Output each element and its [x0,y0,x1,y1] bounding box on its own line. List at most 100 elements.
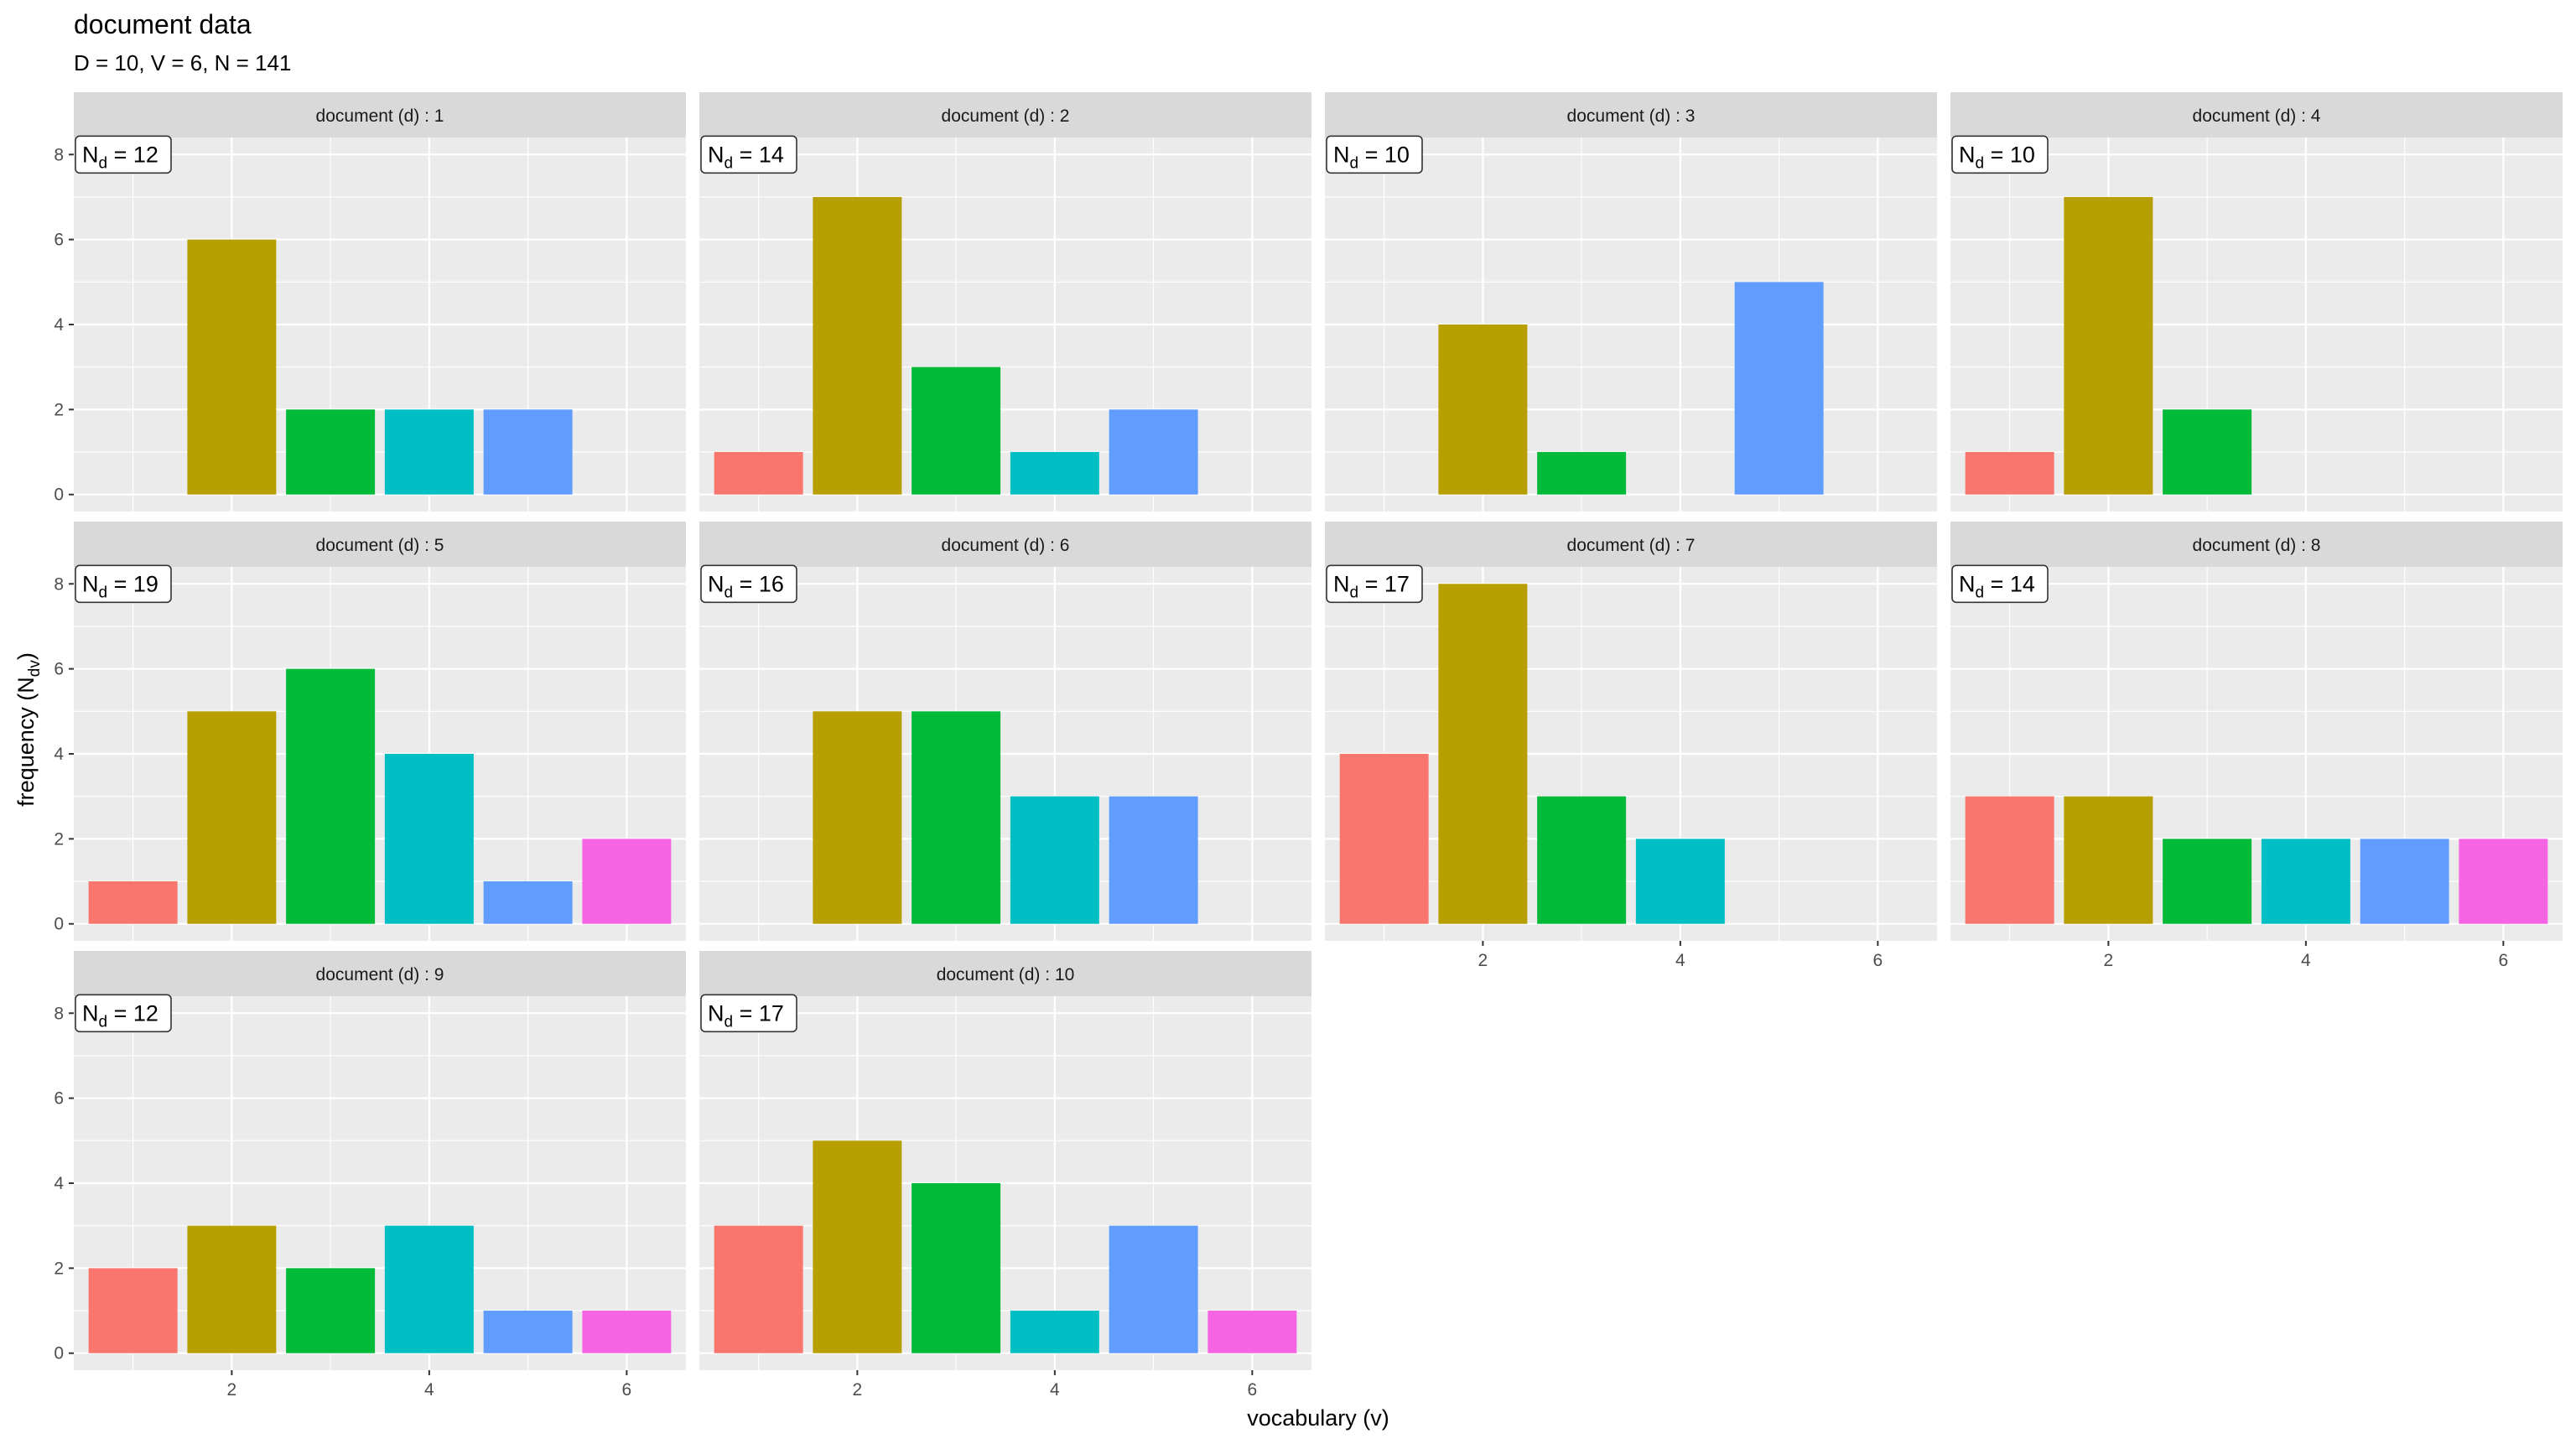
y-tick-label: 6 [54,660,64,679]
nd-label-subscript: d [1350,154,1359,172]
facet-strip [1950,522,2563,567]
bar-v4 [384,409,474,495]
bar-v3 [911,1183,1001,1353]
nd-label: Nd = 14 [1951,564,2049,604]
bar-v1 [714,452,803,495]
facet-panel-9: document (d) : 9 Nd = 12 0 2 4 6 8 2 4 6 [54,951,686,1400]
x-tick-label: 6 [1873,951,1883,970]
bar-v4 [1010,1311,1099,1353]
nd-label-n: N [708,571,724,596]
nd-label: Nd = 17 [700,994,797,1033]
y-axis-title-suffix: ) [13,652,39,660]
bar-v5 [1734,282,1824,495]
x-tick-label: 4 [1050,1380,1060,1400]
nd-label: Nd = 10 [1951,135,2049,174]
x-tick-label: 2 [2104,951,2114,970]
nd-label-n: N [1333,571,1350,596]
bar-v5 [483,881,573,924]
chart-subtitle: D = 10, V = 6, N = 141 [74,50,291,75]
x-tick-label: 2 [1478,951,1488,970]
facet-strip-label: document (d) : 10 [937,965,1075,984]
bar-v2 [813,196,902,495]
y-tick-label: 4 [54,1174,64,1193]
nd-label-box [1326,564,1423,604]
y-tick-label: 4 [54,745,64,764]
bar-v3 [2163,839,2252,924]
bar-v3 [2163,409,2252,495]
nd-label-text: Nd = 17 [1333,571,1410,601]
nd-label-subscript: d [1350,584,1359,601]
nd-label-value: = 17 [733,1000,784,1026]
nd-label-box [1951,135,2049,174]
bar-v5 [1109,1225,1198,1353]
nd-label-value: = 12 [107,142,158,167]
bar-v3 [1537,452,1627,495]
facet-panel-2: document (d) : 2 Nd = 14 [699,92,1311,512]
x-tick-label: 6 [2499,951,2509,970]
bar-v2 [813,1140,902,1353]
nd-label-value: = 12 [107,1000,158,1026]
facet-panel-3: document (d) : 3 Nd = 10 [1325,92,1937,512]
nd-label-box [700,564,797,604]
bar-v2 [187,239,277,495]
nd-label-box [1326,135,1423,174]
bar-v4 [384,1225,474,1353]
y-tick-label: 2 [54,829,64,849]
facet-strip-label: document (d) : 4 [2193,106,2321,126]
bar-v1 [1339,754,1429,924]
bar-v3 [286,668,376,924]
nd-label-subscript: d [1976,584,1985,601]
y-tick-label: 8 [54,1004,64,1023]
x-tick-label: 6 [622,1380,632,1400]
bar-v4 [1010,796,1099,924]
facet-strip-label: document (d) : 9 [316,965,444,984]
bar-v5 [483,1311,573,1353]
y-tick-label: 6 [54,1089,64,1109]
bar-v4 [2261,839,2350,924]
bar-v3 [911,711,1001,924]
nd-label-value: = 16 [733,571,784,596]
nd-label-text: Nd = 19 [82,571,158,601]
facet-panel-7: document (d) : 7 Nd = 17 2 4 6 [1325,522,1937,970]
nd-label-n: N [1333,142,1350,167]
nd-label-box [75,135,172,174]
bar-v3 [1537,796,1627,924]
nd-label-box [75,564,172,604]
nd-label-subscript: d [99,1013,108,1031]
y-tick-label: 0 [54,486,64,505]
nd-label-n: N [708,142,724,167]
bar-v6 [1208,1311,1297,1353]
bar-v2 [813,711,902,924]
y-axis-title: frequency (Ndv) [13,652,44,807]
nd-label-subscript: d [724,584,734,601]
facet-strip [74,522,686,567]
nd-label-n: N [708,1000,724,1026]
nd-label-text: Nd = 14 [708,142,784,172]
bar-v1 [88,881,178,924]
facet-strip-label: document (d) : 7 [1567,536,1696,555]
nd-label-n: N [82,571,99,596]
nd-label-value: = 17 [1358,571,1410,596]
y-tick-label: 6 [54,231,64,250]
y-tick-label: 2 [54,1259,64,1278]
nd-label-box [75,994,172,1033]
y-tick-label: 8 [54,574,64,594]
bar-v2 [1438,325,1528,495]
bar-v1 [714,1225,803,1353]
facet-strip [699,92,1311,138]
bar-v5 [1109,796,1198,924]
y-tick-label: 2 [54,400,64,419]
bar-v1 [1965,452,2054,495]
nd-label-subscript: d [724,1013,734,1031]
nd-label-text: Nd = 12 [82,142,158,172]
bar-v5 [1109,409,1198,495]
bar-v3 [286,409,376,495]
y-tick-label: 0 [54,1344,64,1363]
bar-v2 [2064,196,2153,495]
facet-strip [1325,522,1937,567]
nd-label: Nd = 17 [1326,564,1423,604]
facet-strip [1325,92,1937,138]
facet-panel-6: document (d) : 6 Nd = 16 [699,522,1311,941]
y-axis-title-subscript: dv [26,660,44,678]
